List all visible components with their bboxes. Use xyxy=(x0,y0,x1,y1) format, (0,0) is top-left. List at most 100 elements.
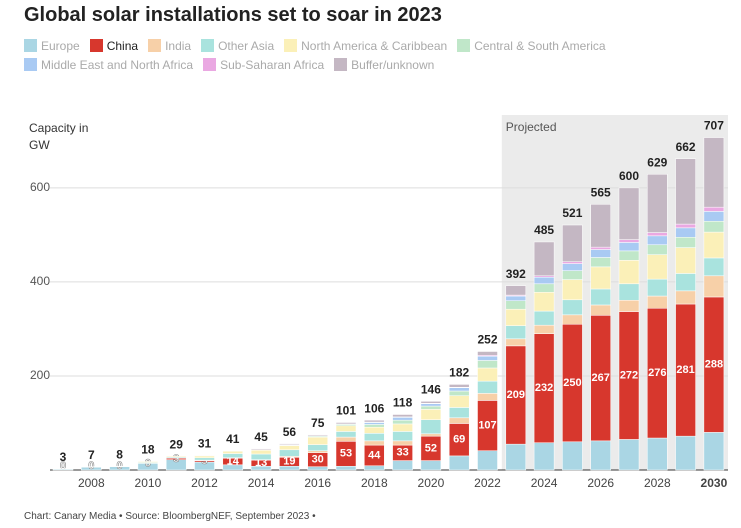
legend-item[interactable]: Buffer/unknown xyxy=(334,57,434,72)
bar-segment xyxy=(590,266,611,290)
bar-segment xyxy=(392,440,413,446)
total-label: 182 xyxy=(449,366,469,380)
bar-segment xyxy=(420,433,442,437)
bar-segment xyxy=(364,433,385,442)
data-label: 0 xyxy=(88,460,94,472)
bar-segment xyxy=(335,422,357,425)
bar-segment xyxy=(448,407,470,419)
bar-segment xyxy=(505,300,527,310)
bar-segment xyxy=(618,283,640,301)
legend-swatch xyxy=(24,39,37,52)
data-label: 107 xyxy=(478,419,496,431)
bar-segment xyxy=(647,437,668,471)
y-tick-label: 400 xyxy=(30,274,50,288)
bar-segment xyxy=(675,290,696,305)
total-label: 18 xyxy=(141,443,155,457)
bar-segment xyxy=(647,244,668,255)
bar-segment xyxy=(703,231,725,259)
total-label: 146 xyxy=(421,383,441,397)
bar-segment xyxy=(420,405,442,410)
data-label: 33 xyxy=(396,447,408,459)
bar-segment xyxy=(222,453,244,459)
legend-swatch xyxy=(89,39,103,52)
bar-segment xyxy=(562,224,583,262)
legend-swatch xyxy=(201,39,215,52)
bar-segment xyxy=(250,448,272,451)
x-tick-label: 2016 xyxy=(304,476,331,490)
bar-segment xyxy=(392,419,413,425)
bar-segment xyxy=(703,211,725,222)
x-tick-label: 2010 xyxy=(135,476,162,490)
bar-segment xyxy=(675,273,696,292)
data-label: 288 xyxy=(705,359,723,371)
bar-segment xyxy=(222,450,244,454)
total-label: 118 xyxy=(393,396,413,410)
bar-segment xyxy=(675,247,696,274)
bar-segment xyxy=(590,304,611,316)
bar-segment xyxy=(675,158,696,225)
data-label: 0 xyxy=(117,460,123,472)
data-label: 53 xyxy=(340,448,352,460)
bar-segment xyxy=(420,403,442,407)
bar-segment xyxy=(307,434,328,436)
bar-segment xyxy=(505,285,527,296)
bar-segment xyxy=(647,254,668,280)
bar-segment xyxy=(392,431,413,442)
bar-segment xyxy=(505,308,527,326)
data-label: 3 xyxy=(201,455,207,467)
bar-segment xyxy=(590,288,611,306)
bar-segment xyxy=(364,422,385,425)
bar-segment xyxy=(335,465,357,471)
total-label: 106 xyxy=(364,401,384,415)
bar-segment xyxy=(618,187,640,240)
legend-item[interactable]: Central & South America xyxy=(457,38,606,53)
bar-segment xyxy=(647,232,668,237)
bar-segment xyxy=(335,436,357,442)
legend-item[interactable]: Sub-Saharan Africa xyxy=(203,57,324,72)
bar-segment xyxy=(448,455,470,471)
legend-swatch xyxy=(24,58,37,71)
legend-item[interactable]: Europe xyxy=(24,38,80,53)
data-label: 232 xyxy=(535,382,553,394)
x-tick-label: 2018 xyxy=(361,476,388,490)
x-tick-label: 2014 xyxy=(248,476,275,490)
legend-item[interactable]: North America & Caribbean xyxy=(284,38,447,53)
total-label: 41 xyxy=(226,432,240,446)
bar-segment xyxy=(562,270,583,280)
total-label: 29 xyxy=(170,438,184,452)
data-label: 30 xyxy=(312,454,324,466)
bar-segment xyxy=(250,450,272,455)
legend-item[interactable]: China xyxy=(89,38,138,53)
bar-segment xyxy=(279,445,300,451)
legend-label: Central & South America xyxy=(474,38,606,53)
bar-segment xyxy=(364,440,385,446)
data-label: 52 xyxy=(425,442,437,454)
legend-item[interactable]: Middle East and North Africa xyxy=(24,57,193,72)
bar-segment xyxy=(590,249,611,258)
legend-item[interactable]: Other Asia xyxy=(201,38,274,53)
bar-segment xyxy=(533,324,555,334)
legend-swatch xyxy=(284,39,298,52)
bar-segment xyxy=(392,460,413,471)
bar-segment xyxy=(505,325,527,340)
bar-segment xyxy=(703,206,725,212)
total-label: 629 xyxy=(647,155,667,169)
bar-segment xyxy=(703,432,725,471)
annotation: Projected xyxy=(506,120,557,134)
total-label: 600 xyxy=(619,169,639,183)
bar-segment xyxy=(590,440,611,471)
bar-segment xyxy=(618,239,640,243)
x-tick-label: 2022 xyxy=(474,476,501,490)
total-label: 252 xyxy=(477,333,497,347)
bar-segment xyxy=(279,449,300,457)
bar-segment xyxy=(647,235,668,246)
bar-segment xyxy=(420,419,442,435)
bar-segment xyxy=(364,465,385,471)
bar-segment xyxy=(194,457,215,461)
bar-segment xyxy=(703,137,725,208)
legend-item[interactable]: India xyxy=(148,38,191,53)
legend-label: Other Asia xyxy=(218,38,275,53)
data-label: 69 xyxy=(453,434,465,446)
x-tick-label: 2026 xyxy=(587,476,614,490)
